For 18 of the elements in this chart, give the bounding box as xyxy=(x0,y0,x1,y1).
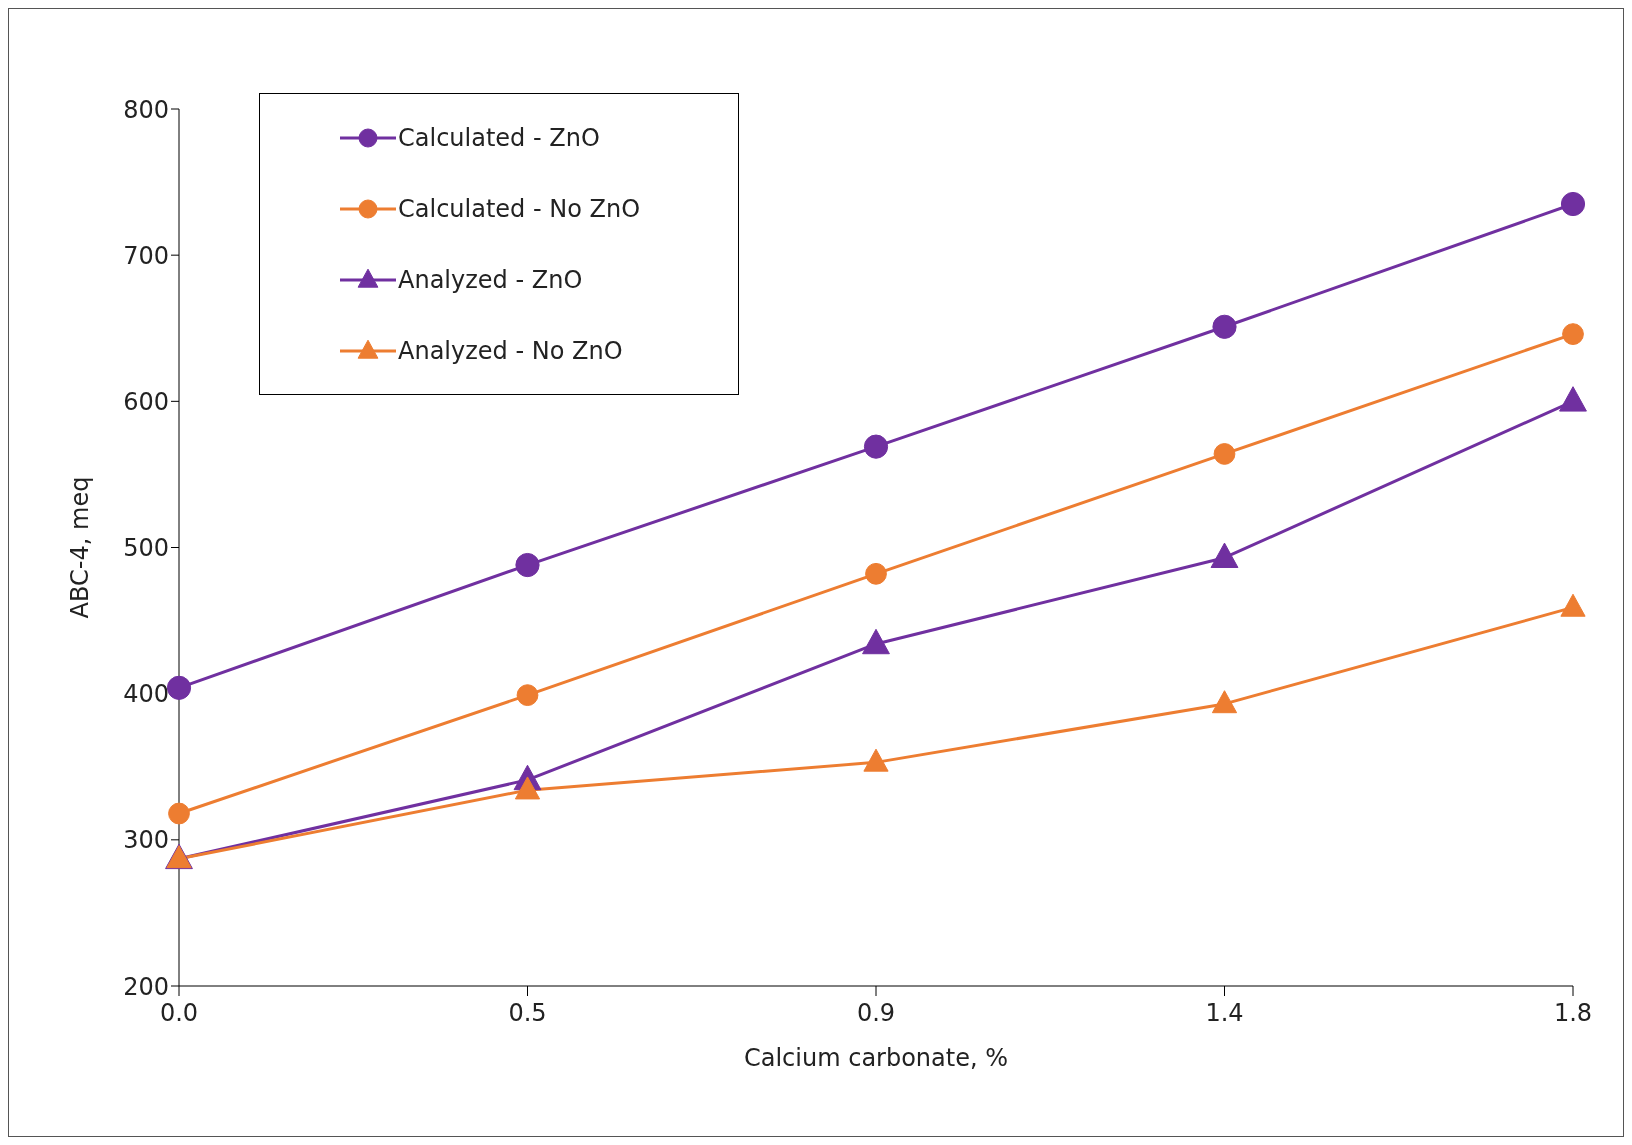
y-axis-title: ABC-4, meq xyxy=(65,476,94,619)
x-tick-label: 1.4 xyxy=(1205,999,1244,1028)
x-tick-label: 0.0 xyxy=(159,999,199,1028)
y-tick-label: 200 xyxy=(123,972,169,1001)
x-tick-label: 0.9 xyxy=(856,999,896,1028)
x-tick-label: 1.8 xyxy=(1553,999,1593,1028)
x-axis-title: Calcium carbonate, % xyxy=(743,1044,1009,1072)
y-tick-label: 500 xyxy=(123,534,169,563)
x-tick-label: 0.5 xyxy=(508,999,547,1028)
y-tick-label: 700 xyxy=(123,241,169,270)
legend-label: Analyzed - ZnO xyxy=(398,265,583,294)
y-tick-label: 300 xyxy=(123,826,169,855)
legend-label: Calculated - ZnO xyxy=(398,123,600,152)
y-tick-label: 600 xyxy=(123,387,169,416)
legend-label: Calculated - No ZnO xyxy=(398,194,641,223)
legend-label: Analyzed - No ZnO xyxy=(398,336,623,365)
y-tick-label: 400 xyxy=(123,680,169,709)
y-tick-label: 800 xyxy=(123,95,169,124)
